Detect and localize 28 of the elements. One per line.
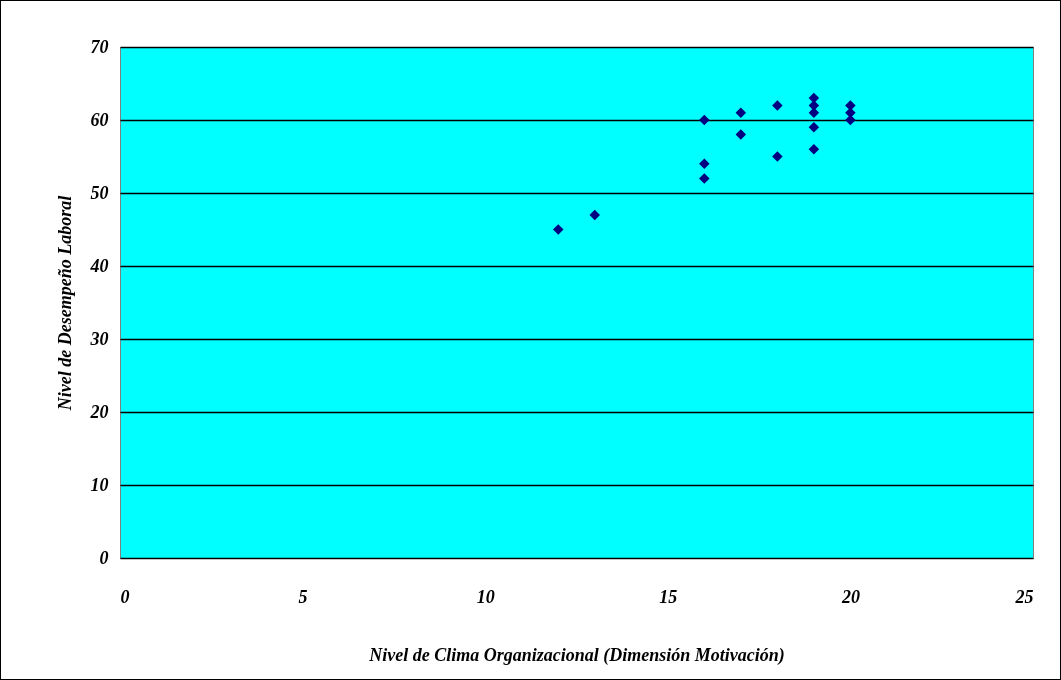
x-tick-label: 15 [659, 586, 678, 607]
point [699, 173, 710, 184]
point [808, 122, 820, 133]
x-tick-label: 20 [840, 586, 860, 607]
y-tick-label: 10 [90, 474, 109, 495]
x-tick-label: 0 [120, 586, 130, 607]
point [735, 129, 747, 140]
point [772, 100, 783, 111]
point [553, 224, 564, 235]
point [772, 151, 783, 162]
y-tick-label: 20 [89, 401, 109, 422]
point [845, 100, 856, 111]
point [699, 114, 710, 126]
point [735, 107, 747, 118]
point [808, 143, 820, 155]
x-axis-title: Nivel de Clima Organizacional (Dimensión Motivación) [368, 644, 785, 666]
y-tick-label: 50 [90, 182, 109, 203]
y-tick-label: 30 [89, 328, 109, 349]
y-tick-label: 0 [99, 547, 109, 568]
point [589, 209, 600, 221]
x-tick-label: 5 [298, 586, 308, 607]
y-axis-title: Nivel de Desempeño Laboral [54, 195, 75, 412]
x-tick-label: 25 [1014, 586, 1034, 607]
point [699, 158, 710, 170]
y-tick-label: 60 [90, 109, 109, 130]
y-tick-label: 70 [90, 36, 109, 57]
x-tick-label: 10 [476, 586, 495, 607]
y-tick-label: 40 [89, 255, 109, 276]
